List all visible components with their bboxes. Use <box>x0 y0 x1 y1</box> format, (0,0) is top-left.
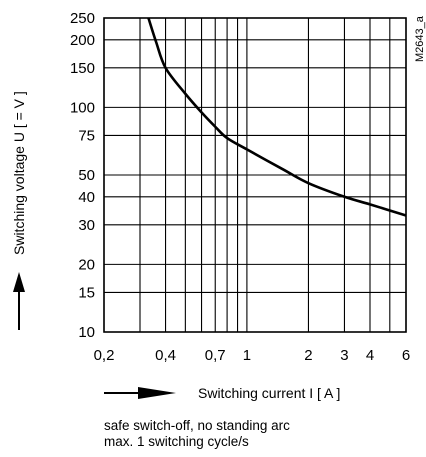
y-axis-label: Switching voltage U [ = V ] <box>11 91 27 255</box>
y-tick-label: 20 <box>78 256 95 273</box>
note-line-1: safe switch-off, no standing arc <box>104 418 290 433</box>
y-tick-label: 150 <box>70 60 95 77</box>
y-tick-label: 15 <box>78 284 95 301</box>
x-tick-label: 4 <box>366 347 374 364</box>
y-axis-arrow <box>13 272 25 330</box>
y-tick-label: 75 <box>78 127 95 144</box>
y-tick-label: 10 <box>78 324 95 341</box>
x-axis-arrow <box>104 387 176 399</box>
y-tick-label: 250 <box>70 10 95 27</box>
y-tick-labels: 10 15 20 30 40 50 75 100 150 200 250 <box>70 10 95 341</box>
y-tick-label: 50 <box>78 167 95 184</box>
x-tick-label: 0,4 <box>155 347 176 364</box>
y-tick-label: 200 <box>70 32 95 49</box>
x-tick-label: 0,7 <box>205 347 226 364</box>
grid-lines <box>103 17 407 333</box>
x-tick-label: 1 <box>243 347 251 364</box>
figure-reference: M2643_a <box>414 15 426 62</box>
note-line-2: max. 1 switching cycle/s <box>104 434 249 449</box>
y-tick-label: 40 <box>78 189 95 206</box>
y-tick-label: 100 <box>70 99 95 116</box>
x-tick-label: 6 <box>402 347 410 364</box>
x-tick-label: 0,2 <box>94 347 115 364</box>
plot-frame <box>103 17 407 333</box>
x-axis-label: Switching current I [ A ] <box>198 385 340 401</box>
x-tick-label: 3 <box>340 347 348 364</box>
x-tick-labels: 0,2 0,4 0,7 1 2 3 4 6 <box>94 347 411 364</box>
x-tick-label: 2 <box>304 347 312 364</box>
y-tick-label: 30 <box>78 217 95 234</box>
data-series-line <box>147 17 407 217</box>
